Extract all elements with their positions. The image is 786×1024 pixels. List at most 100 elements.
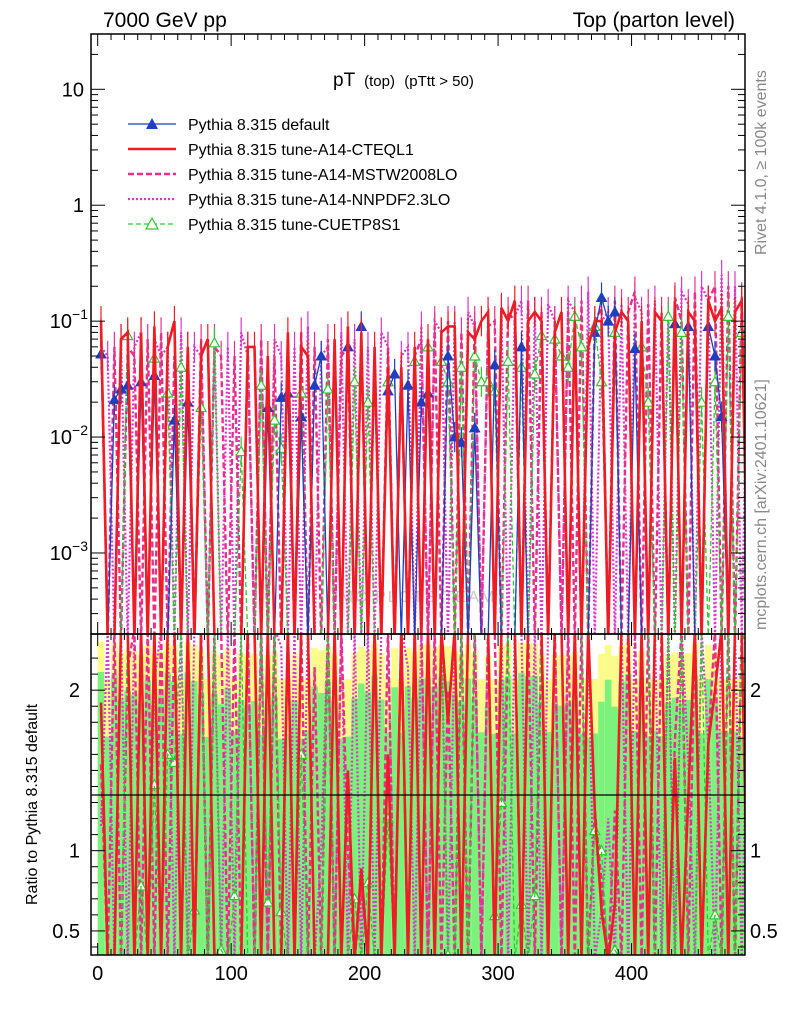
ratio-tick-label-left: 1 [69,841,80,863]
band-green [551,702,559,955]
marker-default [315,350,328,361]
band-green [778,737,785,955]
band-green [711,698,719,955]
marker-cuetp [235,445,248,457]
marker-cuetp [361,395,374,407]
band-green [357,683,365,955]
band-green [391,687,398,955]
band-green [311,686,318,955]
main-series-group [95,259,780,634]
band-green [571,696,579,955]
band-green [164,673,172,955]
band-green [772,675,779,955]
band-green [758,698,765,955]
y-tick-label: 1 [73,195,84,217]
band-green [658,736,665,955]
ratio-tick-label-right: 0.5 [750,921,778,943]
band-green [698,733,705,955]
band-green [604,679,612,955]
band-yellow [772,643,779,955]
band-green [124,690,132,955]
axes-group: 0 100 200 300 400 10−3 10−2 10−1 1 10 0.5 0.5 1 1 2 2 [50,33,778,985]
band-yellow [765,679,772,955]
band-green [564,703,572,955]
title-cut: (pTtt > 50) [404,73,474,90]
marker-default [295,410,308,422]
y-tick-label: 10−3 [50,538,88,565]
band-green [451,694,459,955]
marker-cuetp [321,382,334,394]
band-green [144,680,152,955]
band-green [704,679,712,955]
band-green [304,730,312,955]
x-tick-label: 100 [214,963,247,985]
marker-default [629,342,641,354]
band-green [631,731,639,955]
marker-cuetp [468,349,481,361]
series-line-cteql1 [99,296,745,634]
band-green [531,675,539,955]
marker-default [108,393,121,405]
band-green [664,703,672,955]
band-green [317,692,325,955]
band-green [191,681,198,955]
band-green [404,686,412,955]
ratio-tick-label-right: 1 [750,841,761,863]
marker-cuetp [722,310,735,321]
band-green [504,676,512,955]
band-green [377,699,385,955]
mcplots-label: mcplots.cern.ch [arXiv:2401.10621] [753,379,770,630]
band-green [671,697,679,955]
band-green [131,694,138,955]
band-green [678,704,685,955]
band-green [724,732,732,955]
band-green [491,733,499,955]
band-green [264,705,272,955]
band-green [184,672,192,955]
marker-default [602,315,615,326]
legend-marker-default [146,118,158,129]
band-green [424,677,432,955]
band-green [284,734,292,955]
ratio-tick-label-right: 2 [750,680,761,702]
y-tick-label: 10 [62,79,84,101]
ratio-marker-cuetp [770,814,780,823]
band-green [364,692,372,955]
legend-label-cuetp: Pythia 8.315 tune-CUETP8S1 [188,217,401,234]
band-green [478,732,485,955]
band-green [211,693,218,955]
band-green [277,738,285,955]
marker-default [770,316,780,325]
band-green [224,688,232,955]
ratio-tick-label-left: 0.5 [52,921,80,943]
band-green [117,699,125,955]
band-green [584,738,592,955]
marker-cuetp [255,378,268,390]
band-green [738,736,745,955]
marker-cuetp [675,326,688,337]
band-green [251,701,258,955]
band-green [411,697,418,955]
ratio-tick-label-left: 2 [69,680,80,702]
band-green [297,738,305,955]
ratio-marker-cuetp [763,773,773,782]
band-green [618,681,625,955]
ratio-marker-cuetp [757,749,767,758]
band-green [257,734,265,955]
band-green [217,704,225,955]
band-yellow [745,679,752,955]
band-green [544,731,552,955]
marker-cuetp [528,367,541,379]
band-green [691,675,699,955]
marker-cuetp [348,375,361,387]
band-green [157,695,165,955]
band-yellow [752,679,759,955]
marker-default [595,291,608,302]
band-green [291,700,298,955]
marker-cuetp [208,336,221,348]
band-green [351,698,358,955]
marker-default [709,350,721,361]
band-green [431,687,439,955]
band-green [598,701,605,955]
band-green [458,701,465,955]
